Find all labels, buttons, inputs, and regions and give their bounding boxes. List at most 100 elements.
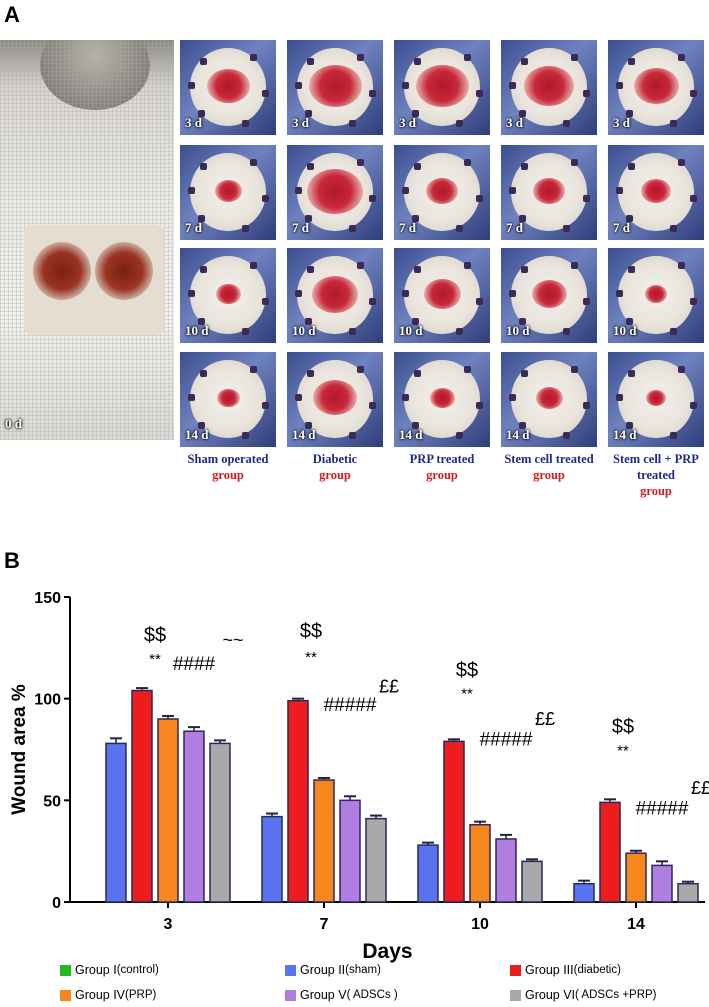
suture-stitch <box>402 187 409 194</box>
suture-stitch <box>188 187 195 194</box>
day0-wound-left <box>33 242 91 300</box>
wound-photo: 7 d <box>394 145 490 240</box>
suture-stitch <box>414 163 421 170</box>
group-label-name: Stem cell treated <box>504 452 594 466</box>
suture-stitch <box>571 159 578 166</box>
suture-stitch <box>250 262 257 269</box>
suture-stitch <box>583 90 590 97</box>
suture-stitch <box>369 402 376 409</box>
wound-area <box>429 388 455 408</box>
suture-stitch <box>571 366 578 373</box>
suture-stitch <box>402 394 409 401</box>
wound-area <box>646 390 666 406</box>
suture-stitch <box>616 394 623 401</box>
wound-area <box>214 180 242 203</box>
suture-stitch <box>563 432 570 439</box>
y-tick-label: 150 <box>34 590 61 607</box>
bar <box>131 689 153 903</box>
significance-annotation: ** <box>461 686 473 703</box>
wound-photo: 10 d <box>287 248 383 343</box>
wound-area <box>415 64 469 107</box>
suture-stitch <box>414 58 421 65</box>
suture-stitch <box>583 402 590 409</box>
day-label: 3 d <box>613 115 630 130</box>
suture-stitch <box>402 82 409 89</box>
wound-photo: 14 d <box>287 352 383 447</box>
legend-swatch <box>510 989 521 1001</box>
wound-area <box>313 380 357 416</box>
bar <box>157 718 179 903</box>
suture-stitch <box>690 90 697 97</box>
suture-stitch <box>305 215 312 222</box>
suture-stitch <box>628 266 635 273</box>
suture-stitch <box>628 163 635 170</box>
bar <box>287 699 309 903</box>
suture-stitch <box>521 163 528 170</box>
suture-stitch <box>200 370 207 377</box>
suture-stitch <box>295 394 302 401</box>
suture-stitch <box>357 159 364 166</box>
suture-stitch <box>519 318 526 325</box>
suture-stitch <box>670 120 677 127</box>
suture-stitch <box>200 163 207 170</box>
suture-stitch <box>349 432 356 439</box>
legend-swatch <box>285 989 296 1001</box>
suture-stitch <box>198 215 205 222</box>
legend-swatch <box>285 964 296 976</box>
significance-annotation: ~~ <box>222 630 243 650</box>
suture-stitch <box>200 58 207 65</box>
suture-stitch <box>521 266 528 273</box>
bar <box>443 740 465 903</box>
bar <box>339 799 361 903</box>
suture-stitch <box>628 58 635 65</box>
suture-stitch <box>626 318 633 325</box>
day-label: 14 d <box>613 427 637 442</box>
wound-area <box>641 179 671 203</box>
bar <box>625 852 647 903</box>
wound-photo: 3 d <box>287 40 383 135</box>
suture-stitch <box>369 298 376 305</box>
bar <box>365 817 387 903</box>
suture-stitch <box>198 422 205 429</box>
suture-stitch <box>242 432 249 439</box>
x-tick-label: 10 <box>471 916 489 933</box>
suture-stitch <box>563 120 570 127</box>
wound-photo: 7 d <box>501 145 597 240</box>
bar <box>417 844 439 903</box>
day-label: 10 d <box>399 323 423 338</box>
legend-item: Group I (control) <box>60 963 159 977</box>
rat-head <box>40 40 150 110</box>
wound-area <box>633 68 679 104</box>
suture-stitch <box>357 262 364 269</box>
group-label: Stem cell + PRP treated group <box>606 451 706 499</box>
group-label-suffix: group <box>640 484 672 498</box>
wound-photo: 3 d <box>608 40 704 135</box>
suture-stitch <box>295 290 302 297</box>
day-label: 10 d <box>292 323 316 338</box>
legend-swatch <box>60 964 71 976</box>
day-label: 10 d <box>613 323 637 338</box>
suture-stitch <box>242 328 249 335</box>
suture-stitch <box>464 159 471 166</box>
day-label: 10 d <box>185 323 209 338</box>
wound-area <box>531 280 567 308</box>
x-tick-label: 3 <box>164 916 173 933</box>
suture-stitch <box>262 298 269 305</box>
x-tick-label: 7 <box>320 916 329 933</box>
legend-item: Group VI( ADSCs +PRP) <box>510 988 657 1002</box>
suture-stitch <box>464 54 471 61</box>
group-label: PRP treated group <box>392 451 492 483</box>
suture-stitch <box>628 370 635 377</box>
suture-stitch <box>476 90 483 97</box>
significance-annotation: ##### <box>480 729 533 750</box>
legend-label: Group VI <box>525 988 576 1002</box>
suture-stitch <box>509 290 516 297</box>
significance-annotation: ** <box>149 651 161 668</box>
legend-label: Group III <box>525 963 574 977</box>
suture-stitch <box>412 422 419 429</box>
y-tick-label: 50 <box>43 793 61 810</box>
day-label: 3 d <box>506 115 523 130</box>
day-label: 7 d <box>185 220 202 235</box>
bar <box>313 779 335 903</box>
bar <box>469 823 491 903</box>
